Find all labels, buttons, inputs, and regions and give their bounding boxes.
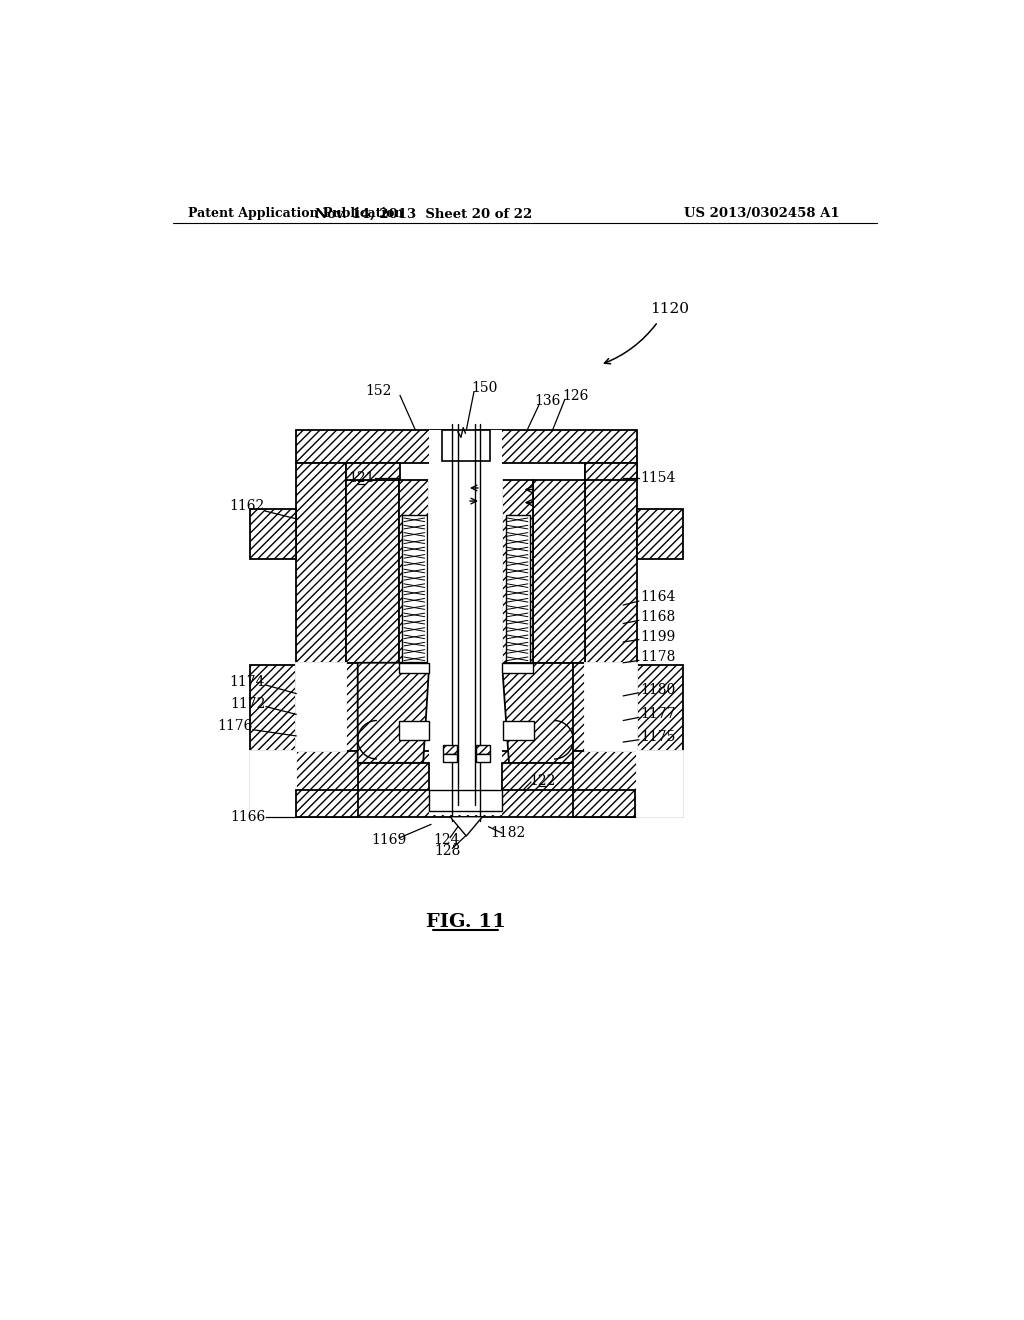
Polygon shape bbox=[503, 663, 532, 673]
Text: 1199: 1199 bbox=[640, 630, 676, 644]
Polygon shape bbox=[296, 789, 357, 817]
Text: 126: 126 bbox=[562, 388, 589, 403]
Bar bbox=[402, 515, 427, 665]
Polygon shape bbox=[585, 663, 637, 751]
Text: 1164: 1164 bbox=[640, 590, 676, 605]
Text: 1120: 1120 bbox=[650, 301, 689, 315]
Text: 1169: 1169 bbox=[371, 833, 407, 847]
Text: 1166: 1166 bbox=[230, 809, 265, 824]
Bar bbox=[476, 744, 490, 755]
Bar bbox=[476, 755, 490, 762]
Text: US 2013/0302458 A1: US 2013/0302458 A1 bbox=[684, 207, 840, 220]
Text: 150: 150 bbox=[472, 381, 498, 395]
Text: 1162: 1162 bbox=[229, 499, 264, 513]
Text: 1176: 1176 bbox=[217, 719, 252, 733]
Polygon shape bbox=[637, 508, 683, 558]
Polygon shape bbox=[346, 462, 400, 480]
Text: FIG. 11: FIG. 11 bbox=[426, 913, 506, 931]
Polygon shape bbox=[573, 789, 635, 817]
Polygon shape bbox=[250, 508, 296, 558]
Polygon shape bbox=[503, 663, 573, 763]
Polygon shape bbox=[532, 663, 637, 751]
Text: 136: 136 bbox=[534, 393, 560, 408]
Text: 1182: 1182 bbox=[490, 826, 525, 840]
Polygon shape bbox=[503, 480, 532, 673]
Polygon shape bbox=[637, 665, 683, 751]
Polygon shape bbox=[475, 430, 637, 462]
Polygon shape bbox=[637, 751, 683, 817]
Polygon shape bbox=[296, 663, 398, 751]
Polygon shape bbox=[398, 663, 429, 673]
Bar bbox=[442, 430, 490, 461]
Text: 122: 122 bbox=[529, 774, 556, 788]
Text: 1174: 1174 bbox=[229, 675, 265, 689]
Text: 1177: 1177 bbox=[640, 708, 676, 721]
Polygon shape bbox=[451, 817, 482, 836]
Text: 124: 124 bbox=[433, 833, 460, 847]
Polygon shape bbox=[357, 663, 429, 763]
Polygon shape bbox=[296, 663, 346, 751]
Bar bbox=[506, 515, 530, 665]
Text: 121: 121 bbox=[348, 471, 375, 484]
Polygon shape bbox=[250, 751, 683, 817]
Polygon shape bbox=[357, 763, 429, 789]
Polygon shape bbox=[296, 462, 346, 751]
Polygon shape bbox=[296, 430, 453, 462]
Polygon shape bbox=[398, 480, 429, 673]
Bar bbox=[429, 430, 503, 816]
Bar bbox=[480, 480, 503, 673]
Text: 152: 152 bbox=[366, 384, 392, 397]
Polygon shape bbox=[503, 763, 573, 789]
Bar bbox=[443, 755, 457, 762]
Text: Patent Application Publication: Patent Application Publication bbox=[188, 207, 403, 220]
Polygon shape bbox=[532, 480, 585, 663]
Text: 1175: 1175 bbox=[640, 730, 676, 744]
Text: 1180: 1180 bbox=[640, 682, 676, 697]
Polygon shape bbox=[346, 462, 398, 667]
Polygon shape bbox=[585, 462, 637, 480]
Text: 128: 128 bbox=[434, 845, 461, 858]
Text: 1178: 1178 bbox=[640, 651, 676, 664]
Text: Nov. 14, 2013  Sheet 20 of 22: Nov. 14, 2013 Sheet 20 of 22 bbox=[314, 207, 531, 220]
Text: 1172: 1172 bbox=[230, 697, 265, 710]
Bar bbox=[503, 721, 535, 739]
Polygon shape bbox=[250, 751, 296, 817]
Polygon shape bbox=[429, 789, 503, 812]
Polygon shape bbox=[250, 665, 296, 751]
Text: 1168: 1168 bbox=[640, 610, 676, 624]
Bar bbox=[429, 480, 453, 673]
Text: 1154: 1154 bbox=[640, 471, 676, 484]
Bar bbox=[443, 744, 457, 755]
Polygon shape bbox=[346, 480, 398, 663]
Bar bbox=[398, 721, 429, 739]
Polygon shape bbox=[585, 462, 637, 751]
